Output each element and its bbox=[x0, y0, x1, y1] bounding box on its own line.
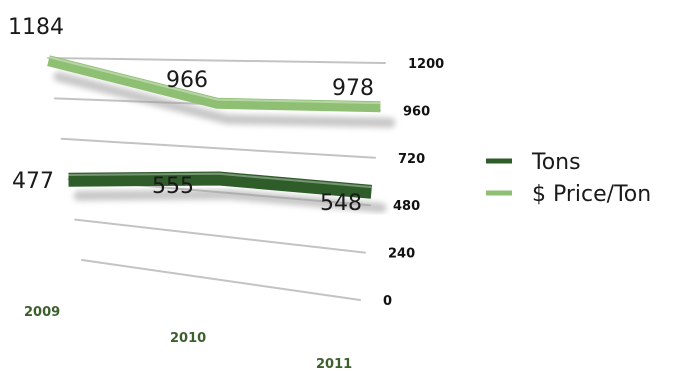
x-tick-2010: 2010 bbox=[170, 331, 206, 346]
series-highlight-price-ton bbox=[48, 56, 381, 105]
series-shadow-price-ton bbox=[53, 71, 396, 128]
x-tick-2011: 2011 bbox=[316, 357, 352, 372]
data-label-price-ton-2009: 1184 bbox=[8, 15, 64, 40]
x-tick-2009: 2009 bbox=[24, 305, 60, 320]
series-highlight-tons bbox=[68, 172, 372, 189]
y-tick-0: 0 bbox=[383, 294, 392, 309]
gridline-0 bbox=[81, 259, 361, 301]
y-tick-720: 720 bbox=[398, 152, 425, 167]
data-label-price-ton-2011: 978 bbox=[332, 76, 374, 101]
gridline-240 bbox=[74, 218, 366, 254]
data-label-tons-2011: 548 bbox=[320, 191, 362, 216]
series-line-price-ton bbox=[47, 55, 381, 113]
y-tick-480: 480 bbox=[393, 199, 420, 214]
legend-label-price-ton: $ Price/Ton bbox=[532, 182, 651, 207]
y-tick-1200: 1200 bbox=[408, 57, 444, 72]
y-tick-960: 960 bbox=[403, 104, 430, 119]
legend-label-tons: Tons bbox=[531, 150, 581, 175]
series-lines bbox=[47, 55, 381, 199]
gridline-1200 bbox=[47, 57, 386, 64]
data-label-tons-2009: 477 bbox=[12, 169, 54, 194]
data-label-tons-2010: 555 bbox=[152, 174, 194, 199]
y-axis-labels: 0 240 480 720 960 1200 bbox=[383, 57, 444, 309]
data-labels: 477 555 548 1184 966 978 bbox=[8, 15, 374, 216]
y-tick-240: 240 bbox=[388, 247, 415, 262]
x-axis-labels: 2009 2010 2011 bbox=[24, 305, 352, 372]
data-label-price-ton-2010: 966 bbox=[166, 68, 208, 93]
series-line-tons bbox=[68, 171, 373, 199]
legend: Tons $ Price/Ton bbox=[486, 150, 651, 207]
gridline-720 bbox=[60, 137, 376, 159]
series-shadows bbox=[53, 71, 396, 213]
series-shadow-tons bbox=[73, 189, 387, 213]
